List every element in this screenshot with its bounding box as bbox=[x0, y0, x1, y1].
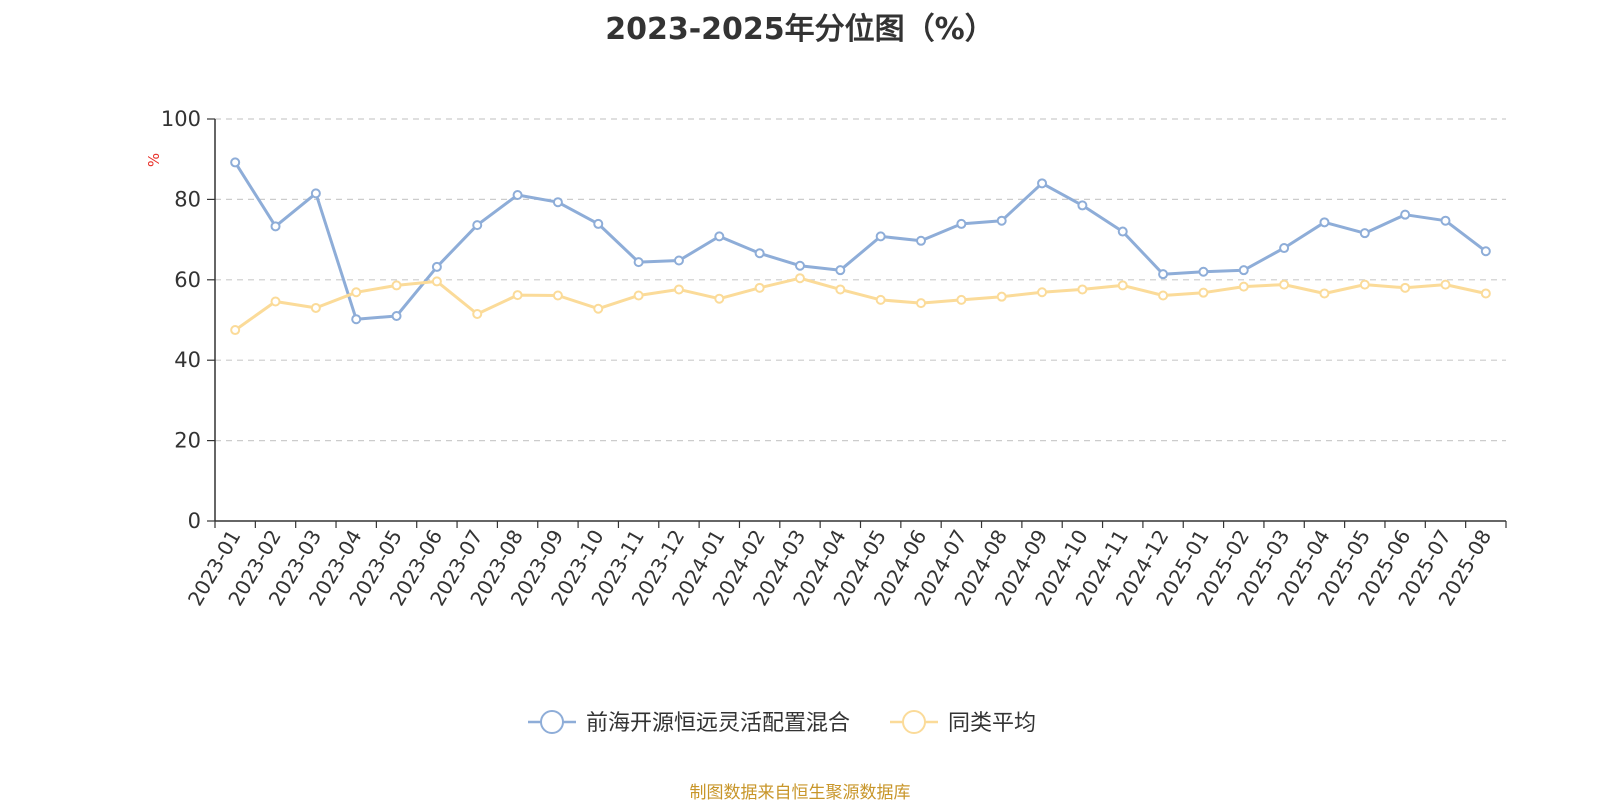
data-point bbox=[1359, 228, 1370, 239]
data-point bbox=[794, 260, 805, 271]
data-point bbox=[1117, 226, 1128, 237]
y-tick-label: 60 bbox=[174, 268, 201, 292]
data-point bbox=[633, 290, 644, 301]
data-point bbox=[1480, 246, 1491, 257]
data-point bbox=[1440, 215, 1451, 226]
data-point bbox=[593, 218, 604, 229]
data-point bbox=[956, 218, 967, 229]
data-point bbox=[754, 248, 765, 259]
data-point bbox=[351, 314, 362, 325]
data-point bbox=[270, 296, 281, 307]
data-point bbox=[431, 261, 442, 272]
data-point bbox=[310, 302, 321, 313]
data-point bbox=[1238, 265, 1249, 276]
data-point bbox=[1279, 243, 1290, 254]
legend-label: 同类平均 bbox=[948, 711, 1036, 736]
data-point bbox=[1117, 280, 1128, 291]
data-point bbox=[673, 255, 684, 266]
data-point bbox=[1400, 282, 1411, 293]
data-point bbox=[1037, 178, 1048, 189]
data-point bbox=[391, 280, 402, 291]
data-point bbox=[270, 221, 281, 232]
data-point bbox=[875, 294, 886, 305]
y-tick-label: 20 bbox=[174, 429, 201, 453]
data-point bbox=[875, 231, 886, 242]
data-point bbox=[512, 189, 523, 200]
data-point bbox=[754, 282, 765, 293]
y-tick-label: 40 bbox=[174, 348, 201, 372]
data-point bbox=[835, 265, 846, 276]
data-point bbox=[431, 276, 442, 287]
data-point bbox=[996, 291, 1007, 302]
data-point bbox=[351, 287, 362, 298]
data-point bbox=[956, 294, 967, 305]
data-point bbox=[996, 215, 1007, 226]
data-point bbox=[673, 284, 684, 295]
data-point bbox=[1158, 290, 1169, 301]
legend: 前海开源恒远灵活配置混合 同类平均 bbox=[528, 710, 1036, 736]
legend-marker bbox=[540, 710, 564, 734]
data-point bbox=[1037, 287, 1048, 298]
data-point bbox=[633, 257, 644, 268]
series bbox=[230, 157, 1491, 336]
data-point bbox=[1077, 200, 1088, 211]
data-point bbox=[1158, 269, 1169, 280]
data-point bbox=[472, 308, 483, 319]
data-point bbox=[1480, 288, 1491, 299]
data-point bbox=[1440, 279, 1451, 290]
data-point bbox=[1400, 209, 1411, 220]
y-tick-label: 80 bbox=[174, 187, 201, 211]
chart-title: 2023-2025年分位图（%） bbox=[605, 12, 995, 47]
data-point bbox=[230, 157, 241, 168]
y-axis-label: % bbox=[145, 153, 163, 167]
series-line-1 bbox=[233, 161, 1487, 321]
data-point bbox=[794, 273, 805, 284]
data-point bbox=[230, 325, 241, 336]
y-tick-label: 0 bbox=[188, 509, 201, 533]
data-point bbox=[714, 293, 725, 304]
data-point bbox=[593, 303, 604, 314]
data-point bbox=[714, 231, 725, 242]
data-point bbox=[835, 284, 846, 295]
data-point bbox=[916, 298, 927, 309]
data-point bbox=[512, 290, 523, 301]
series-line-2 bbox=[234, 276, 1487, 332]
axes: 020406080100%2023-012023-022023-032023-0… bbox=[145, 107, 1507, 610]
data-point bbox=[1319, 288, 1330, 299]
source-note: 制图数据来自恒生聚源数据库 bbox=[689, 783, 911, 803]
data-point bbox=[1198, 287, 1209, 298]
data-point bbox=[916, 235, 927, 246]
grid-lines bbox=[215, 118, 1506, 442]
data-point bbox=[391, 310, 402, 321]
data-point bbox=[472, 220, 483, 231]
legend-marker bbox=[902, 710, 926, 734]
data-point bbox=[1198, 266, 1209, 277]
data-point bbox=[1279, 279, 1290, 290]
data-point bbox=[1077, 284, 1088, 295]
data-point bbox=[552, 197, 563, 208]
data-point bbox=[552, 290, 563, 301]
legend-label: 前海开源恒远灵活配置混合 bbox=[586, 711, 850, 736]
data-point bbox=[1319, 217, 1330, 228]
data-point bbox=[310, 188, 321, 199]
data-point bbox=[1359, 279, 1370, 290]
y-tick-label: 100 bbox=[161, 107, 201, 131]
data-point bbox=[1238, 281, 1249, 292]
